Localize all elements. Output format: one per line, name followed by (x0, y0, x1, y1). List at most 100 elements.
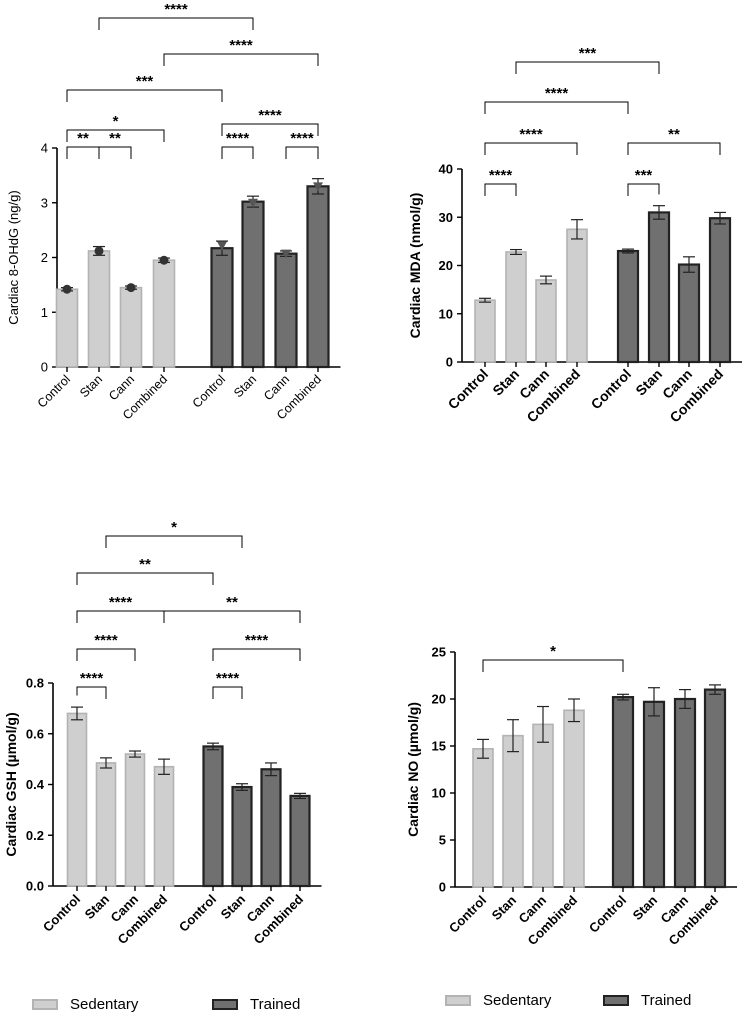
significance-label: * (550, 643, 556, 660)
bar-1 (66, 712, 88, 887)
x-tick-label: Stan (489, 366, 522, 399)
significance-label: **** (164, 1, 188, 18)
significance-bracket (163, 610, 301, 623)
data-point (281, 249, 291, 259)
bar-8 (289, 794, 311, 888)
x-tick-label: Stan (218, 891, 249, 922)
bar-7 (673, 697, 697, 889)
bar-3 (119, 286, 143, 368)
significance-label: *** (579, 45, 597, 62)
significance-label: **** (80, 670, 104, 687)
data-point (313, 182, 323, 192)
y-tick-label: 4 (41, 141, 48, 156)
data-point (126, 283, 136, 293)
bar-1 (55, 288, 79, 368)
significance-bracket (515, 61, 660, 74)
bar-5 (202, 745, 224, 888)
chart-panel-3: 0.0 0.2 0.4 0.6 0.8 Cardiac GSH (µmol/g) Contr… (3, 519, 322, 947)
bar-4 (563, 709, 585, 888)
bar-6 (241, 200, 265, 369)
bar-4 (566, 228, 588, 363)
bar-6 (231, 785, 253, 888)
y-tick-label: 0.8 (26, 676, 44, 691)
bar-2 (95, 762, 117, 887)
significance-label: **** (245, 632, 269, 649)
significance-bracket (98, 17, 254, 30)
legend-label-trained: Trained (250, 996, 301, 1013)
legend-swatch-trained (603, 995, 629, 1006)
significance-label: **** (229, 37, 253, 54)
bar-2 (502, 734, 524, 888)
significance-label: ** (668, 126, 680, 143)
y-tick-label: 5 (439, 833, 446, 848)
significance-bracket (76, 686, 107, 699)
data-point (217, 241, 227, 251)
significance-label: ** (109, 130, 121, 147)
bar-4 (153, 765, 175, 887)
bar-8 (703, 688, 727, 889)
significance-label: ** (77, 130, 89, 147)
y-tick-label: 25 (432, 645, 446, 660)
bar-7 (274, 252, 298, 369)
data-point (94, 246, 104, 256)
data-point (248, 198, 258, 208)
legend-label-sedentary: Sedentary (70, 996, 139, 1013)
x-tick-label: Stan (632, 366, 665, 399)
y-tick-label: 20 (439, 258, 453, 273)
legend-swatch-trained (212, 999, 238, 1010)
x-tick-label: Stan (630, 892, 661, 923)
y-tick-label: 0.2 (26, 828, 44, 843)
data-point (159, 255, 169, 265)
significance-label: **** (94, 632, 118, 649)
x-tick-label: Control (445, 366, 492, 413)
significance-bracket (484, 142, 578, 155)
y-axis-title: Cardiac MDA (nmol/g) (407, 193, 423, 339)
y-tick-label: 1 (41, 305, 48, 320)
bar-6 (647, 211, 671, 364)
y-axis-title: Cardiac 8-OHdG (ng/g) (6, 190, 21, 324)
bar-2 (505, 251, 527, 363)
bar-4 (152, 259, 176, 368)
significance-bracket (221, 146, 254, 159)
x-tick-label: Control (588, 366, 635, 413)
y-axis-title: Cardiac NO (µmol/g) (405, 702, 421, 837)
significance-label: **** (290, 130, 314, 147)
y-tick-label: 0 (446, 355, 453, 370)
significance-bracket (482, 659, 624, 672)
y-tick-label: 0 (41, 360, 48, 375)
significance-bracket (105, 535, 243, 548)
x-tick-label: Control (446, 893, 489, 936)
data-point (62, 284, 72, 294)
bar-5 (611, 696, 635, 889)
significance-bracket (212, 686, 243, 699)
significance-bracket (627, 142, 721, 155)
x-tick-label: Stan (77, 372, 105, 400)
significance-bracket (66, 146, 100, 159)
significance-label: ** (226, 594, 238, 611)
legend-swatch-sedentary (32, 999, 58, 1010)
y-tick-label: 10 (439, 306, 453, 321)
significance-bracket (212, 648, 301, 661)
significance-label: **** (258, 107, 282, 124)
legend-trained-a: Trained (212, 996, 300, 1013)
legend-sedentary-b: Sedentary (445, 992, 551, 1009)
significance-label: **** (109, 594, 133, 611)
significance-label: * (113, 113, 119, 130)
significance-label: *** (136, 73, 154, 90)
bar-5 (210, 247, 234, 369)
bar-7 (260, 768, 282, 888)
significance-bracket (98, 146, 132, 159)
x-tick-label: Control (586, 893, 629, 936)
y-tick-label: 40 (439, 162, 453, 177)
y-axis-title: Cardiac GSH (µmol/g) (3, 712, 19, 856)
significance-label: **** (545, 85, 569, 102)
significance-bracket (66, 129, 165, 142)
bar-8 (306, 185, 330, 369)
significance-bracket (627, 183, 660, 196)
significance-bracket (484, 101, 629, 114)
bar-6 (642, 700, 666, 889)
